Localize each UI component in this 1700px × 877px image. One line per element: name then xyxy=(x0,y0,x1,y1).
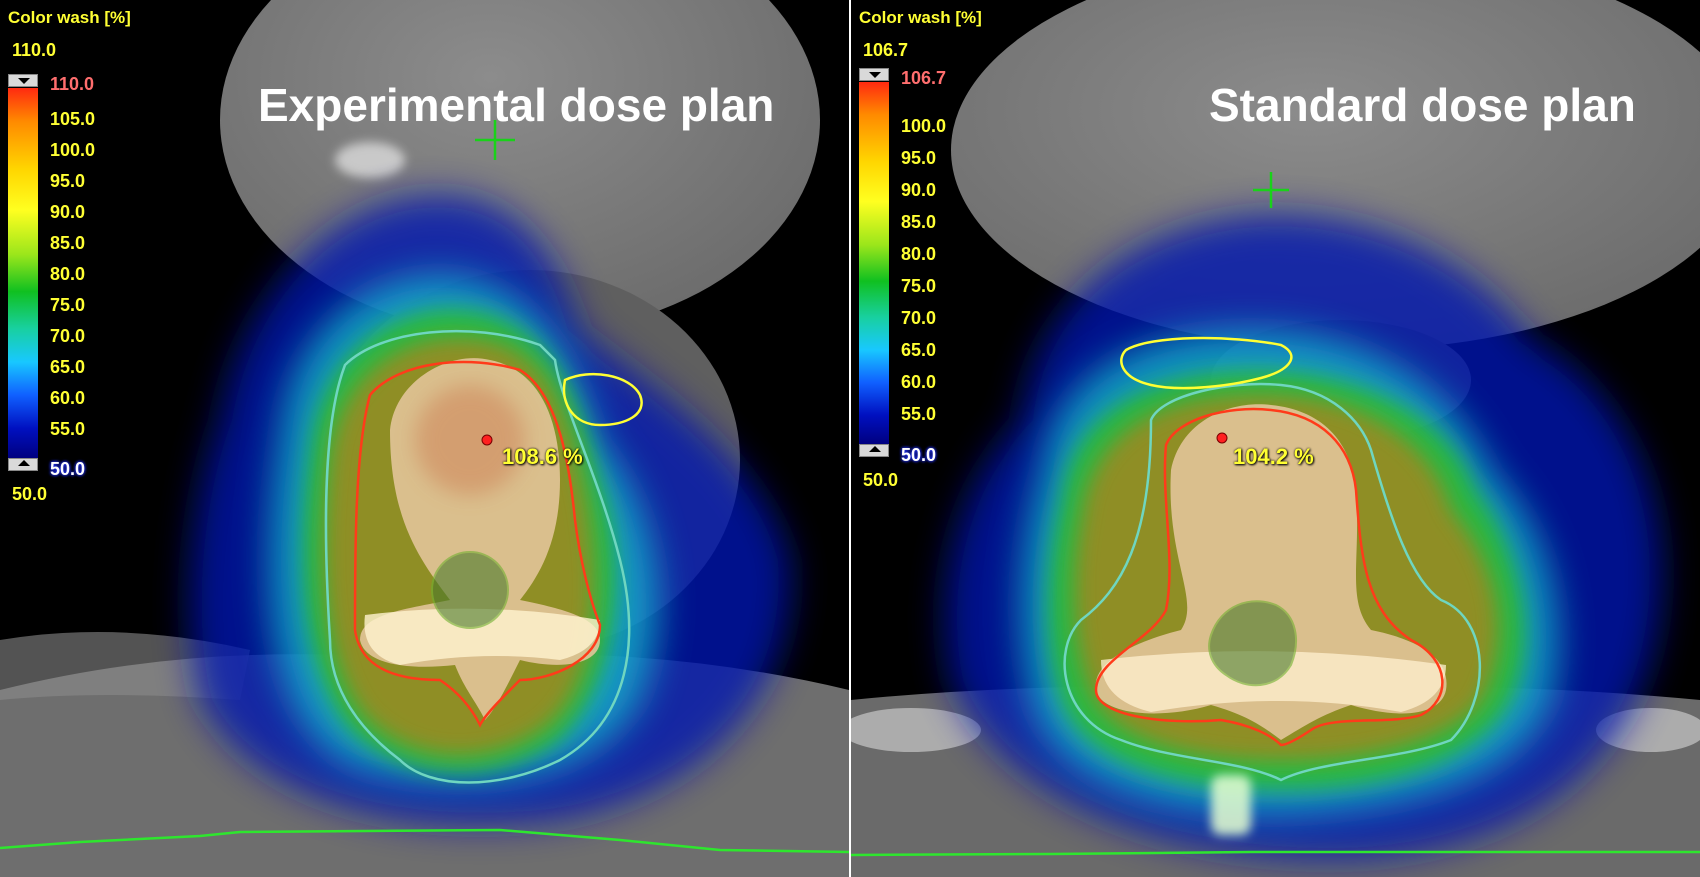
legend-tick: 100.0 xyxy=(901,116,947,136)
legend-tick: 85.0 xyxy=(50,233,86,253)
legend-tick: 70.0 xyxy=(901,308,937,328)
legend-tick: 70.0 xyxy=(50,326,86,346)
color-wash-legend: Color wash [%] 106.7 106.7 100.0 95.0 90… xyxy=(851,0,991,520)
legend-tick: 75.0 xyxy=(50,295,86,315)
legend-min-label: 50.0 xyxy=(50,459,86,479)
panel-title: Experimental dose plan xyxy=(258,79,775,131)
legend-color-bar xyxy=(859,82,889,444)
legend-min-handle[interactable] xyxy=(8,458,38,471)
legend-tick: 55.0 xyxy=(50,419,86,439)
legend-bottom-value: 50.0 xyxy=(12,484,48,504)
legend-tick: 95.0 xyxy=(901,148,937,168)
experimental-plan-panel: Color wash [%] 110.0 110.0 105.0 100.0 9… xyxy=(0,0,849,877)
legend-max-handle[interactable] xyxy=(859,68,889,81)
legend-top-value: 110.0 xyxy=(12,40,57,60)
legend-color-bar xyxy=(8,88,38,458)
standard-plan-panel: Color wash [%] 106.7 106.7 100.0 95.0 90… xyxy=(851,0,1700,877)
legend-tick: 60.0 xyxy=(901,372,937,392)
max-dose-label: 104.2 % xyxy=(1233,444,1314,469)
legend-tick: 65.0 xyxy=(50,357,86,377)
legend-max-label: 110.0 xyxy=(50,74,95,94)
legend-tick: 90.0 xyxy=(50,202,86,222)
legend-title: Color wash [%] xyxy=(8,8,131,27)
legend-max-handle[interactable] xyxy=(8,74,38,87)
legend-tick: 60.0 xyxy=(50,388,86,408)
legend-tick: 100.0 xyxy=(50,140,96,160)
legend-tick: 105.0 xyxy=(50,109,96,129)
legend-tick: 80.0 xyxy=(901,244,937,264)
ct-dose-image-experimental xyxy=(0,0,849,877)
legend-tick: 85.0 xyxy=(901,212,937,232)
ct-dose-image-standard xyxy=(851,0,1700,877)
color-wash-legend: Color wash [%] 110.0 110.0 105.0 100.0 9… xyxy=(0,0,140,520)
legend-min-handle[interactable] xyxy=(859,444,889,457)
legend-tick: 55.0 xyxy=(901,404,937,424)
max-dose-label: 108.6 % xyxy=(502,444,583,469)
legend-top-value: 106.7 xyxy=(863,40,909,60)
panel-title: Standard dose plan xyxy=(1209,79,1636,131)
legend-tick: 95.0 xyxy=(50,171,86,191)
legend-tick: 80.0 xyxy=(50,264,86,284)
legend-tick: 90.0 xyxy=(901,180,937,200)
legend-max-label: 106.7 xyxy=(901,68,947,88)
legend-bottom-value: 50.0 xyxy=(863,470,899,490)
legend-min-label: 50.0 xyxy=(901,445,937,465)
legend-title: Color wash [%] xyxy=(859,8,982,27)
legend-tick: 75.0 xyxy=(901,276,937,296)
legend-tick: 65.0 xyxy=(901,340,937,360)
